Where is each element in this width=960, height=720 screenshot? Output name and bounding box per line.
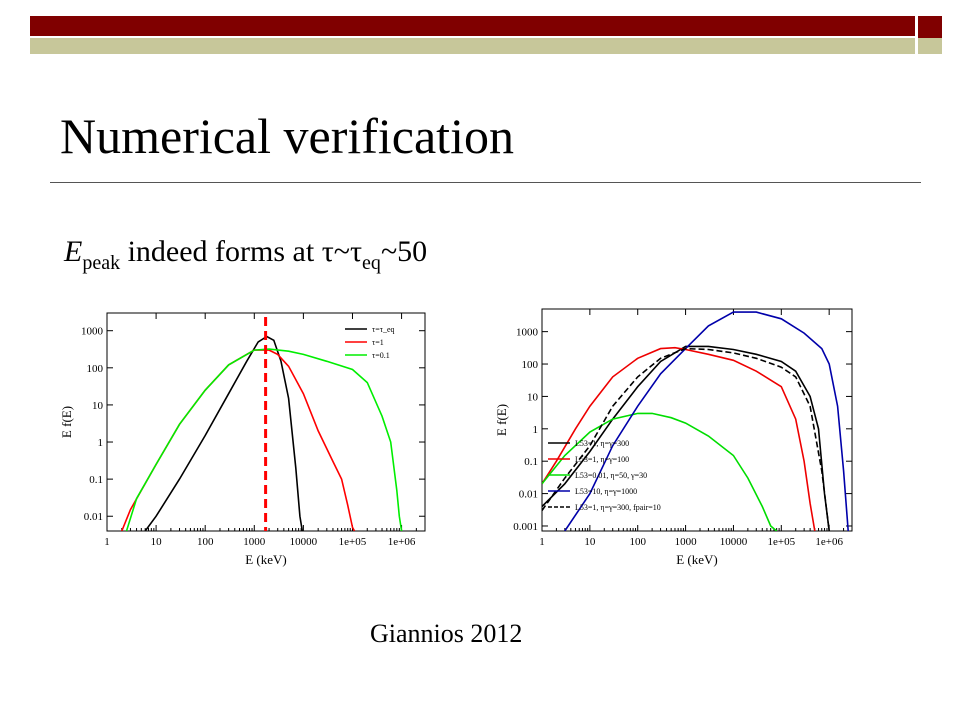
slide-title: Numerical verification [60,108,514,164]
legend-label: τ=τ_eq [372,325,395,334]
legend-label: L53=1, η=γ=300, fpair=10 [575,503,661,512]
legend-label: L53=0.01, η=50, γ=30 [575,471,647,480]
x-tick-label: 1e+06 [815,536,843,548]
y-tick-label: 10 [92,400,104,412]
title-divider [50,182,921,183]
series-line-2 [542,412,778,531]
x-tick-label: 1e+05 [339,536,367,548]
series-line-3 [564,311,849,531]
y-tick-label: 0.01 [519,489,538,501]
top-accent-bar [30,16,915,36]
series-line-4 [542,347,830,531]
y-tick-label: 100 [522,359,539,371]
x-axis-label: E (keV) [245,552,287,567]
right-spectrum-chart: 1 10 100 1000 10000 1e+05 1e+06 0.001 0.01 0.1 1 10… [494,308,853,567]
x-axis-label: E (keV) [676,552,718,567]
left-spectrum-chart: 1 10 100 1000 10000 1e+05 1e+06 0.01 0.1 1 10 100 10… [59,312,426,567]
x-tick-label: 10 [151,536,163,548]
subtitle-symbol: E [64,235,83,268]
subtitle-text: indeed forms at τ~τ [120,235,363,268]
y-tick-label: 0.1 [89,474,103,486]
x-tick-label: 10 [584,536,596,548]
slide-subtitle: Epeak indeed forms at τ~τeq~50 [64,230,427,285]
subtitle-tail: ~50 [380,235,428,268]
legend-label: τ=1 [372,338,384,347]
x-tick-label: 1000 [243,536,266,548]
legend-label: τ=0.1 [372,351,390,360]
x-tick-label: 1 [539,536,545,548]
x-tick-label: 100 [629,536,646,548]
subtitle-subscript: peak [82,252,121,274]
y-tick-label: 0.001 [513,521,538,533]
series-line-0 [542,345,830,531]
corner-square-dark [918,16,942,38]
x-tick-label: 1 [104,536,110,548]
x-tick-label: 1e+05 [768,536,796,548]
corner-square-light [918,38,942,54]
y-tick-label: 0.01 [84,511,103,523]
x-tick-label: 1000 [675,536,698,548]
x-tick-label: 10000 [720,536,748,548]
y-tick-label: 1 [533,424,539,436]
y-tick-label: 1000 [516,327,539,339]
y-tick-label: 0.1 [524,456,538,468]
plot-frame [541,308,853,532]
x-tick-label: 10000 [290,536,318,548]
y-tick-label: 100 [87,363,104,375]
y-tick-label: 10 [527,391,539,403]
legend-label: L53=10, η=γ=1000 [575,487,637,496]
y-axis-label: E f(E) [494,404,509,436]
y-tick-label: 1000 [81,326,104,338]
citation: Giannios 2012 [370,619,523,648]
series-line-2 [125,348,403,531]
y-axis-label: E f(E) [59,406,74,438]
series-line-0 [144,335,304,531]
legend-label: L53=1, η=γ=100 [575,455,629,464]
y-tick-label: 1 [98,437,104,449]
subtitle-subscript-eq: eq [362,252,381,274]
legend-label: L53=1, η=γ=300 [575,439,629,448]
top-olive-bar [30,38,915,54]
x-tick-label: 100 [197,536,214,548]
x-tick-label: 1e+06 [388,536,416,548]
